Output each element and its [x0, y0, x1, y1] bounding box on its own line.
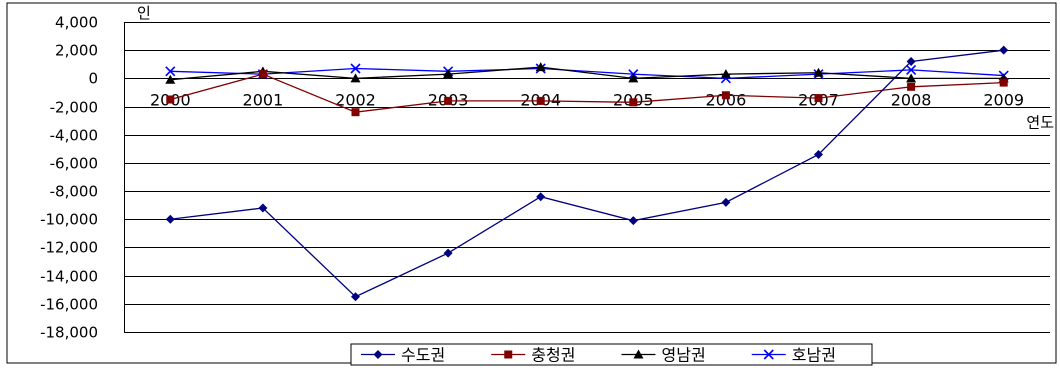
y-tick-label: -16,000 [40, 296, 98, 314]
data-point-diamond [443, 248, 453, 258]
data-point-diamond [814, 149, 823, 159]
gridlines: 4,000 2,000 0 -2,000 -4,000 -6,000 -8,000 -10,0… [40, 14, 1050, 342]
x-tick-label: 2008 [891, 90, 932, 109]
data-point-diamond [906, 56, 916, 66]
data-point-square [504, 350, 513, 359]
data-point-diamond [258, 203, 268, 213]
data-point-triangle [720, 69, 731, 79]
data-point-square [907, 82, 916, 91]
y-tick-label: -4,000 [50, 127, 98, 145]
y-tick-label: -6,000 [50, 155, 98, 173]
legend: 수도권 충청권 영남권 호남권 [350, 343, 873, 366]
x-tick-label: 2001 [243, 90, 284, 109]
series-square [166, 70, 1008, 117]
data-point-diamond [351, 292, 360, 302]
series-line [170, 73, 1004, 113]
data-point-square [351, 108, 360, 117]
data-point-diamond [373, 350, 383, 359]
data-point-square [999, 78, 1008, 87]
data-point-diamond [536, 192, 546, 202]
data-point-square [258, 70, 267, 79]
x-tick-label: 2002 [335, 90, 376, 109]
series-line [170, 49, 1004, 298]
data-point-x [350, 63, 361, 74]
legend-label: 영남권 [662, 346, 706, 365]
data-point-x [763, 349, 774, 360]
data-point-triangle [906, 73, 917, 83]
data-point-triangle [165, 74, 176, 84]
data-point-square [629, 98, 638, 107]
data-point-diamond [721, 197, 731, 207]
data-point-triangle [628, 73, 639, 83]
data-point-diamond [628, 216, 638, 226]
data-point-square [536, 96, 545, 105]
y-tick-label: -2,000 [50, 99, 98, 117]
series-line [170, 67, 1004, 80]
chart-outer-border [6, 2, 1057, 364]
legend-label: 수도권 [401, 346, 445, 365]
legend-label: 충청권 [531, 346, 575, 365]
data-point-square [166, 95, 175, 104]
series-line [170, 66, 1004, 81]
data-point-triangle [350, 73, 361, 83]
series-diamond [165, 45, 1009, 302]
legend-label: 호남권 [792, 346, 836, 365]
y-tick-label: -10,000 [40, 211, 98, 229]
data-point-square [814, 94, 823, 103]
y-tick-label: 4,000 [55, 14, 98, 32]
y-tick-label: 0 [88, 70, 98, 88]
data-point-triangle [813, 67, 824, 77]
x-tick-label: 2009 [983, 90, 1024, 109]
data-point-triangle [633, 349, 644, 359]
y-tick-label: -8,000 [50, 183, 98, 201]
y-tick-label: 2,000 [55, 42, 98, 60]
y-tick-label: -14,000 [40, 268, 98, 286]
data-point-square [721, 91, 730, 100]
legend-box [350, 343, 873, 366]
y-tick-label: -12,000 [40, 239, 98, 257]
data-point-x [165, 66, 176, 77]
data-point-diamond [999, 45, 1009, 55]
data-point-diamond [165, 214, 175, 224]
data-point-triangle [443, 69, 454, 79]
y-axis-unit-label: 인 [137, 4, 151, 22]
data-point-x [906, 64, 917, 75]
y-tick-label: -18,000 [40, 324, 98, 342]
data-point-square [444, 96, 453, 105]
x-axis-title: 연도 [1026, 113, 1054, 131]
series-triangle [165, 62, 1009, 84]
data-point-triangle [535, 62, 546, 72]
